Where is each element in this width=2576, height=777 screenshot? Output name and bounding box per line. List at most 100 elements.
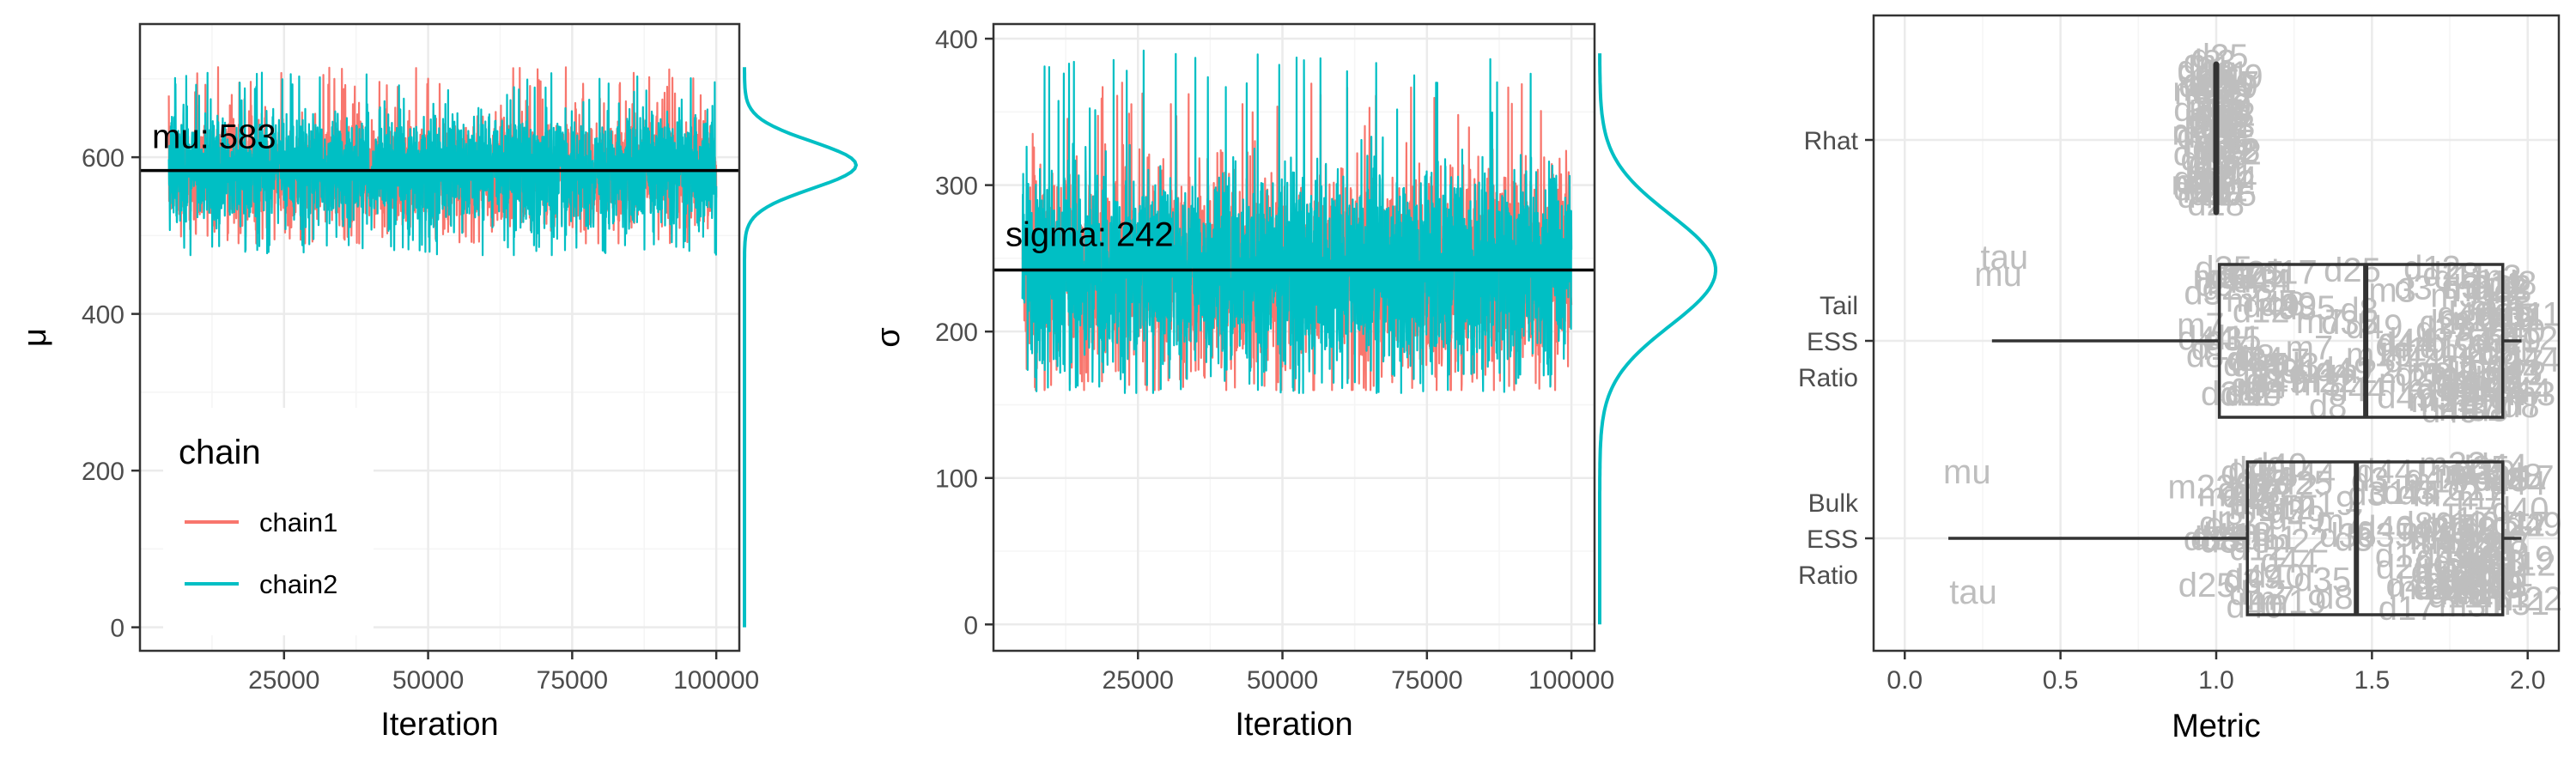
point-label: d49 (2269, 500, 2326, 537)
point-label: d40 (2469, 544, 2526, 582)
point-label: d35 (2321, 304, 2379, 342)
legend-label-chain2: chain2 (259, 569, 337, 599)
point-label: d8 (2192, 74, 2231, 112)
point-label: m22 (2168, 468, 2235, 506)
point-label: m7 (2286, 329, 2334, 367)
point-label: d17 (2415, 559, 2473, 597)
point-label: d40 (2386, 567, 2444, 604)
point-label: m19 (2439, 371, 2506, 409)
point-label: d17 (2176, 163, 2233, 201)
point-label: d25 (2192, 130, 2250, 167)
point-label: m7 (2420, 317, 2468, 355)
point-label: d11 (2506, 296, 2561, 334)
point-label: m31 (2230, 263, 2297, 300)
point-label: d8 (2462, 527, 2500, 565)
point-label: d8 (2340, 292, 2379, 330)
point-label: m3 (2226, 282, 2274, 319)
point-label: m22 (2439, 301, 2506, 339)
point-label: m19 (2454, 271, 2521, 309)
point-label: d35 (2278, 289, 2336, 327)
legend-label-chain1: chain1 (259, 507, 337, 537)
point-label: d49 (2479, 300, 2537, 338)
point-label: d12 (2229, 531, 2287, 568)
point-label: d28 (2422, 256, 2480, 294)
point-label: d44 (2385, 343, 2442, 380)
point-label: d28 (2424, 569, 2482, 607)
point-label: d17 (2260, 253, 2318, 291)
box-1 (1991, 263, 2522, 419)
y-category-label: ESS (1807, 328, 1858, 356)
point-label: d12 (2201, 132, 2258, 170)
point-label: d35 (2319, 517, 2377, 555)
point-label: d11 (2177, 50, 2232, 88)
point-label: d35 (2415, 311, 2473, 349)
point-label: m7 (2196, 93, 2244, 131)
point-label: m3 (2444, 269, 2492, 307)
point-label: d44 (2223, 346, 2281, 384)
point-label: m22 (2189, 95, 2256, 133)
point-label: d28 (2433, 544, 2490, 582)
point-label: d44 (2383, 474, 2440, 512)
x-tick-label: 50000 (1247, 666, 1318, 695)
point-label: d3 (2397, 474, 2436, 512)
point-label: m22 (2172, 71, 2239, 109)
point-label: d35 (2177, 118, 2234, 155)
x-axis-title: Iteration (1235, 707, 1352, 743)
point-label: d25 (2183, 63, 2240, 100)
y-tick-label: 200 (935, 319, 978, 347)
point-label: d44 (2489, 464, 2547, 502)
x-tick-label: 25000 (248, 666, 319, 695)
point-label: d49 (2466, 568, 2524, 606)
point-label: d25 (2173, 170, 2231, 208)
point-label: d25 (2275, 464, 2333, 502)
point-label: d44 (2375, 326, 2433, 364)
point-label: m19 (2287, 485, 2354, 523)
y-category-label: Bulk (1808, 489, 1859, 518)
point-label: d8 (2469, 546, 2507, 584)
density-curve (1598, 53, 1718, 625)
point-label: d12 (2233, 293, 2290, 331)
point-label: m22 (2495, 580, 2562, 618)
point-label: m19 (2411, 351, 2478, 389)
point-label: m7 (2262, 342, 2310, 379)
point-label: m3 (2430, 276, 2478, 314)
point-label: d35 (2196, 123, 2254, 161)
point-label: d49 (2421, 392, 2479, 430)
point-label: m22 (2197, 477, 2264, 514)
point-label: m22 (2409, 519, 2476, 557)
x-tick-label: 100000 (1528, 666, 1614, 695)
y-tick-label: 400 (935, 26, 978, 54)
point-label: d44 (2251, 349, 2308, 386)
point-label: m7 (2228, 472, 2276, 510)
point-label: d17 (2222, 477, 2280, 515)
y-category-label: Tail (1820, 292, 1858, 320)
y-tick-label: 400 (82, 301, 125, 330)
point-label: d8 (2233, 523, 2271, 561)
x-tick-label: 75000 (537, 666, 608, 695)
point-label: d35 (2201, 375, 2258, 413)
point-label: m19 (2421, 505, 2488, 543)
point-label: d3 (2266, 493, 2305, 531)
point-label: d44 (2227, 373, 2284, 411)
point-label: d12 (2420, 328, 2477, 366)
point-label: d8 (2448, 344, 2487, 382)
point-label: d17 (2497, 458, 2555, 496)
point-label: d17 (2441, 355, 2499, 393)
point-label: d40 (2413, 515, 2470, 553)
point-label: d8 (2436, 365, 2475, 403)
point-label: m31 (2408, 381, 2475, 419)
point-label: d11 (2471, 264, 2526, 301)
point-label: m31 (2460, 566, 2527, 604)
point-label: d8 (2233, 515, 2272, 553)
x-tick-label: 100000 (673, 666, 759, 695)
point-label: m31 (2406, 367, 2473, 405)
point-label: d8 (2501, 387, 2540, 425)
point-label: d25 (2227, 255, 2285, 293)
point-label: m22 (2410, 382, 2477, 420)
point-label: d11 (2447, 470, 2502, 508)
point-label: d12 (2500, 319, 2558, 357)
point-label: d40 (2357, 510, 2415, 548)
point-label: d49 (2437, 295, 2494, 333)
point-label: m3 (2293, 366, 2342, 404)
